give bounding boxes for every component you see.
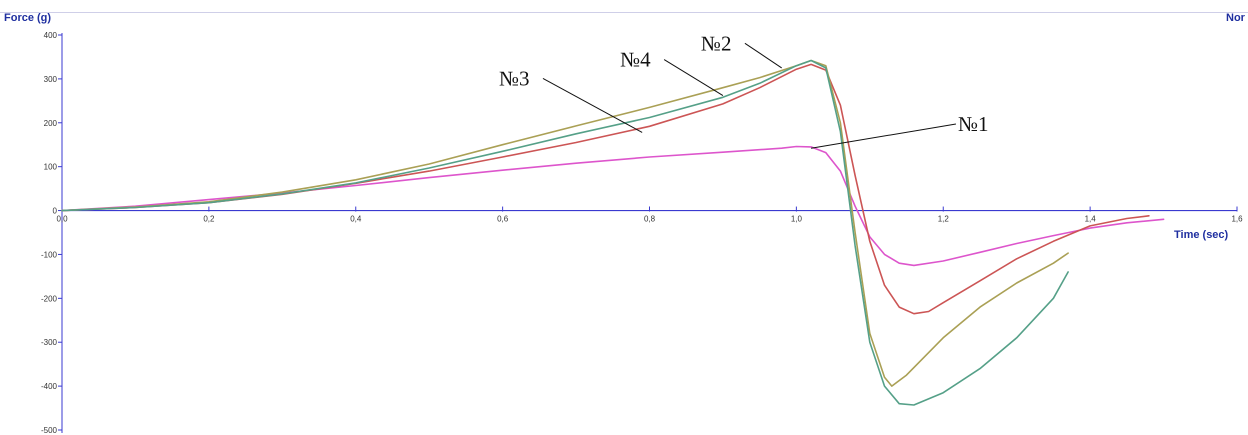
y-tick-label: -500 — [41, 426, 58, 435]
annotation-pointer-1 — [810, 123, 957, 149]
series-line-4 — [61, 59, 1069, 406]
annotation-label-3: №3 — [499, 66, 530, 90]
annotation-label-4: №4 — [620, 48, 651, 72]
x-axis-title: Time (sec) — [1174, 229, 1229, 241]
y-tick-label: 100 — [44, 163, 58, 172]
series-line-2 — [61, 63, 1150, 315]
y-tick-label: -100 — [41, 250, 58, 259]
annotation-pointer-2 — [744, 42, 782, 69]
series-lines — [61, 59, 1165, 406]
x-tick-label: 1,2 — [938, 215, 950, 224]
series-line-1 — [61, 145, 1165, 267]
x-tick-label: 1,4 — [1085, 215, 1097, 224]
x-tick-label: 0,0 — [56, 215, 68, 224]
y-tick-label: -200 — [41, 294, 58, 303]
x-tick-label: 0,4 — [350, 215, 362, 224]
x-axis: 0,0 0,2 0,4 0,6 0,8 1,0 1,2 1,4 1,6 — [56, 206, 1243, 224]
x-tick-label: 0,6 — [497, 215, 509, 224]
annotation-pointer-3 — [542, 77, 643, 133]
x-tick-label: 1,0 — [791, 215, 803, 224]
annotations: №1 №2 №3 №4 — [499, 31, 989, 149]
right-axis-title: Nor — [1226, 12, 1246, 24]
annotation-label-1: №1 — [958, 112, 989, 136]
y-tick-label: 400 — [44, 31, 58, 40]
annotation-label-2: №2 — [701, 31, 732, 55]
y-axis: 400 300 200 100 0 -100 -200 -300 -400 -500 — [0, 12, 1248, 435]
x-tick-label: 0,2 — [203, 215, 215, 224]
y-axis-title: Force (g) — [4, 12, 51, 24]
annotation-pointer-4 — [663, 59, 724, 96]
y-tick-label: 0 — [53, 207, 58, 216]
y-tick-label: 200 — [44, 119, 58, 128]
x-tick-label: 1,6 — [1231, 215, 1243, 224]
y-tick-label: 300 — [44, 75, 58, 84]
x-tick-label: 0,8 — [644, 215, 656, 224]
y-tick-label: -400 — [41, 382, 58, 391]
y-tick-label: -300 — [41, 338, 58, 347]
